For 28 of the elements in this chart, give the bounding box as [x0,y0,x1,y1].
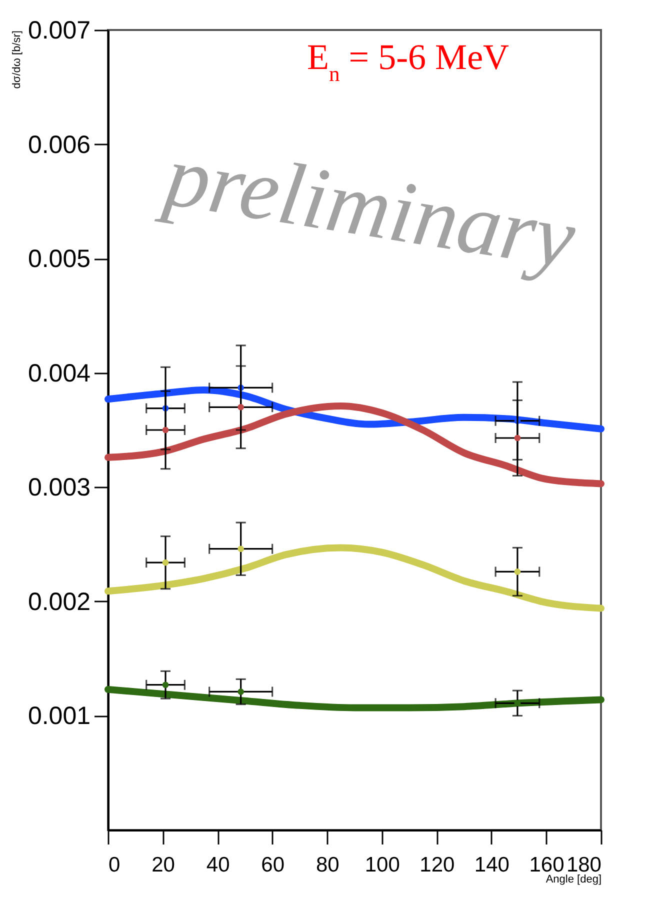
point [162,426,169,434]
point [162,559,169,566]
x-tick-label: 20 [152,854,175,876]
y-tick-label: 0.001 [28,702,90,730]
y-tick-label: 0.006 [28,130,90,159]
y-tick-label: 0.004 [28,359,91,388]
x-tick-label: 100 [364,854,400,876]
point [514,434,521,442]
point [238,688,244,695]
annotation: preliminary [153,126,582,288]
point [514,568,521,575]
point [514,700,521,706]
y-axis-title: dσ/dω [b/sr] [10,30,23,89]
y-tick-label: 0.007 [28,16,90,44]
x-tick-label: 80 [316,854,340,876]
x-tick-label: 0 [108,854,120,876]
chart-title: E$_{n}$ = 5-6 MeV [306,37,510,86]
x-tick-label: 40 [206,854,230,876]
point [238,546,244,552]
x-tick-label: 140 [474,854,510,876]
point [238,404,244,410]
x-tick-label: 120 [420,854,455,876]
y-tick-label: 0.002 [28,588,90,616]
x-tick-label: 60 [261,854,285,876]
y-tick-label: 0.005 [28,245,90,274]
y-tick-label: 0.003 [28,474,90,502]
x-axis-title: Angle [deg] [546,874,602,886]
point [162,682,169,688]
